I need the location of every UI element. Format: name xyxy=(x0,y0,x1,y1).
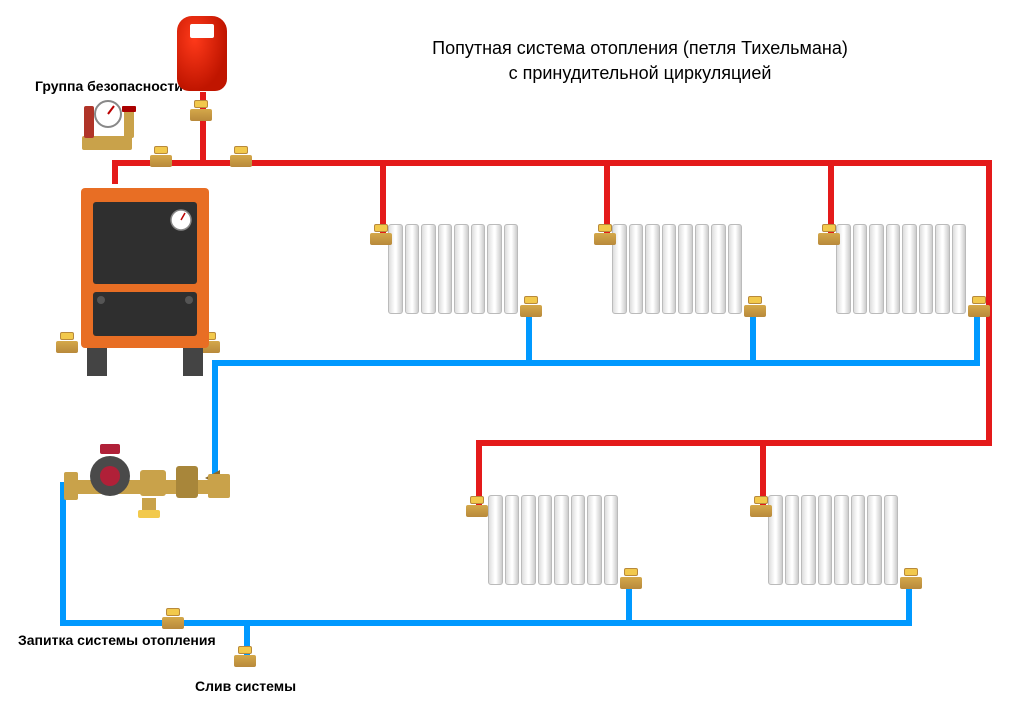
cold-pipe-segment xyxy=(526,360,750,366)
safety-group xyxy=(72,96,142,156)
title-line1: Попутная система отопления (петля Тихель… xyxy=(432,38,848,58)
radiator-fin xyxy=(711,224,726,314)
ball-valve xyxy=(162,612,184,634)
title-line2: с принудительной циркуляцией xyxy=(509,63,772,83)
ball-valve xyxy=(594,228,616,250)
radiator-fin xyxy=(587,495,602,585)
heating-boiler xyxy=(75,180,215,380)
drain-label: Слив системы xyxy=(195,678,296,694)
ball-valve xyxy=(370,228,392,250)
radiator-fin xyxy=(405,224,420,314)
ball-valve xyxy=(190,104,212,126)
radiator-fin xyxy=(645,224,660,314)
ball-valve xyxy=(818,228,840,250)
radiator-fin xyxy=(571,495,586,585)
ball-valve xyxy=(234,650,256,672)
radiator-fin xyxy=(919,224,934,314)
ball-valve xyxy=(466,500,488,522)
radiator-fin xyxy=(678,224,693,314)
radiator-fin xyxy=(488,495,503,585)
ball-valve xyxy=(750,500,772,522)
radiator-fin xyxy=(834,495,849,585)
cold-pipe-segment xyxy=(212,360,532,366)
radiator-fin xyxy=(851,495,866,585)
radiator-fin xyxy=(867,495,882,585)
radiator-fin xyxy=(662,224,677,314)
radiator-fin xyxy=(505,495,520,585)
cold-pipe-segment xyxy=(626,620,912,626)
ball-valve xyxy=(520,300,542,322)
cold-pipe-segment xyxy=(750,360,974,366)
radiator-fin xyxy=(454,224,469,314)
radiator-fin xyxy=(818,495,833,585)
radiator xyxy=(388,224,518,314)
radiator-fin xyxy=(952,224,967,314)
ball-valve xyxy=(230,150,252,172)
radiator xyxy=(768,495,898,585)
diagram-title: Попутная система отопления (петля Тихель… xyxy=(380,36,900,86)
ball-valve xyxy=(968,300,990,322)
expansion-tank xyxy=(177,16,227,91)
radiator xyxy=(488,495,618,585)
radiator-fin xyxy=(487,224,502,314)
radiator-fin xyxy=(785,495,800,585)
radiator-fin xyxy=(438,224,453,314)
ball-valve xyxy=(150,150,172,172)
radiator-fin xyxy=(629,224,644,314)
radiator-fin xyxy=(695,224,710,314)
radiator-fin xyxy=(935,224,950,314)
radiator-fin xyxy=(471,224,486,314)
radiator-fin xyxy=(869,224,884,314)
hot-pipe-segment xyxy=(476,440,992,446)
radiator-fin xyxy=(728,224,743,314)
radiator-fin xyxy=(504,224,519,314)
radiator-fin xyxy=(421,224,436,314)
radiator-fin xyxy=(853,224,868,314)
radiator-fin xyxy=(884,495,899,585)
radiator xyxy=(612,224,742,314)
radiator-fin xyxy=(801,495,816,585)
radiator-fin xyxy=(604,495,619,585)
radiator xyxy=(836,224,966,314)
radiator-fin xyxy=(554,495,569,585)
ball-valve xyxy=(620,572,642,594)
safety-group-label: Группа безопасности xyxy=(35,78,183,94)
radiator-fin xyxy=(538,495,553,585)
circulation-pump-group xyxy=(60,440,240,520)
ball-valve xyxy=(900,572,922,594)
radiator-fin xyxy=(902,224,917,314)
fill-label: Запитка системы отопления xyxy=(18,632,216,648)
radiator-fin xyxy=(886,224,901,314)
ball-valve xyxy=(744,300,766,322)
radiator-fin xyxy=(521,495,536,585)
